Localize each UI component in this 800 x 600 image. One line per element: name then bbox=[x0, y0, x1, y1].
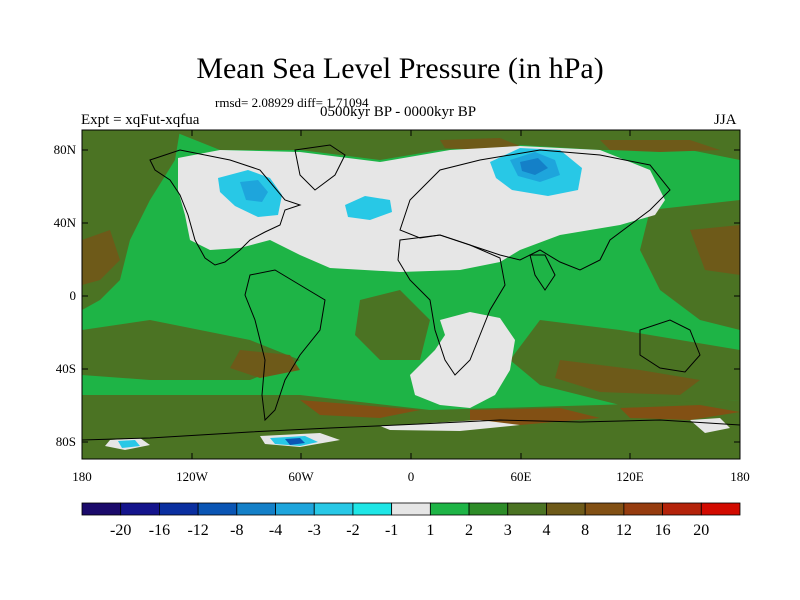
coast-australia bbox=[639, 319, 701, 373]
field-grey-south-africa bbox=[410, 312, 515, 408]
coast-africa bbox=[397, 234, 506, 376]
coast-antarctica bbox=[82, 419, 740, 441]
colorbar-swatch bbox=[700, 502, 741, 516]
field-cyan-north-atlantic bbox=[345, 196, 392, 220]
colorbar-swatch bbox=[275, 502, 315, 516]
colorbar bbox=[81, 502, 741, 516]
colorbar-label: -12 bbox=[187, 522, 208, 539]
coastlines bbox=[82, 144, 740, 441]
field-brown-indian bbox=[555, 360, 700, 395]
field-brown-north-east bbox=[600, 140, 720, 152]
field-grey-antarctic-4 bbox=[690, 418, 730, 433]
map-field bbox=[82, 130, 740, 459]
field-grey-antarctic-3 bbox=[380, 420, 520, 431]
colorbar-label: 8 bbox=[581, 522, 589, 539]
x-tick-label: 120W bbox=[176, 469, 209, 484]
colorbar-swatch bbox=[313, 502, 354, 516]
y-axis: 80N 40N 0 40S 80S bbox=[54, 142, 77, 449]
x-axis: 180 120W 60W 0 60E 120E 180 bbox=[72, 469, 750, 484]
colorbar-swatch bbox=[429, 502, 470, 516]
y-tick-label: 80S bbox=[56, 434, 76, 449]
axis-ticks bbox=[81, 130, 741, 459]
period-label: 0500kyr BP - 0000kyr BP bbox=[320, 104, 477, 120]
colorbar-label: -4 bbox=[269, 522, 282, 539]
experiment-label: Expt = xqFut-xqfua bbox=[81, 112, 200, 128]
coast-south-america bbox=[244, 269, 326, 422]
field-olive-south-atlantic bbox=[355, 290, 430, 360]
coast-india bbox=[529, 254, 556, 291]
colorbar-swatch bbox=[120, 502, 160, 516]
field-brown-southern-2 bbox=[470, 408, 600, 425]
colorbar-label: -8 bbox=[230, 522, 243, 539]
colorbar-label: 20 bbox=[693, 522, 709, 539]
coast-north-america bbox=[149, 149, 302, 266]
y-tick-label: 40N bbox=[54, 215, 77, 230]
field-blue-antarctic bbox=[285, 438, 305, 445]
field-brown-southern-3 bbox=[620, 405, 740, 420]
stats-line: rmsd= 2.08929 diff= 1.71094 bbox=[215, 95, 369, 110]
colorbar-label: -16 bbox=[149, 522, 170, 539]
field-blue-siberia-core bbox=[520, 158, 548, 175]
y-tick-label: 40S bbox=[56, 361, 76, 376]
colorbar-swatch bbox=[507, 502, 547, 516]
colorbar-label: -20 bbox=[110, 522, 131, 539]
colorbar-swatch bbox=[468, 502, 509, 516]
colorbar-label: -3 bbox=[308, 522, 321, 539]
colorbar-label: 1 bbox=[426, 522, 434, 539]
coast-greenland bbox=[294, 144, 346, 191]
colorbar-labels: -20 -16 -12 -8 -4 -3 -2 -1 1 2 3 4 8 12 16 20 bbox=[110, 522, 709, 539]
colorbar-swatch bbox=[81, 502, 122, 516]
colorbar-label: 4 bbox=[542, 522, 550, 539]
field-cyan-antarctic-1 bbox=[118, 440, 140, 448]
colorbar-swatch bbox=[236, 502, 276, 516]
field-brown-southern-1 bbox=[300, 400, 420, 418]
x-tick-label: 0 bbox=[408, 469, 415, 484]
colorbar-label: -1 bbox=[385, 522, 398, 539]
colorbar-swatch bbox=[352, 502, 393, 516]
colorbar-label: 12 bbox=[616, 522, 632, 539]
colorbar-label: 3 bbox=[504, 522, 512, 539]
colorbar-swatch bbox=[159, 502, 199, 516]
y-tick-label: 0 bbox=[70, 288, 77, 303]
x-tick-label: 60W bbox=[288, 469, 314, 484]
colorbar-label: 2 bbox=[465, 522, 473, 539]
x-tick-label: 180 bbox=[730, 469, 750, 484]
colorbar-swatch bbox=[623, 502, 663, 516]
x-tick-label: 120E bbox=[616, 469, 644, 484]
field-brown-north bbox=[440, 138, 520, 150]
colorbar-swatch bbox=[546, 502, 586, 516]
colorbar-label: -2 bbox=[346, 522, 359, 539]
coast-europe-asia bbox=[399, 149, 671, 271]
colorbar-label: 16 bbox=[655, 522, 671, 539]
colorbar-swatch bbox=[584, 502, 625, 516]
colorbar-swatch bbox=[662, 502, 702, 516]
colorbar-swatch bbox=[391, 502, 431, 516]
y-tick-label: 80N bbox=[54, 142, 77, 157]
field-brown-east-pacific bbox=[690, 225, 740, 275]
x-tick-label: 180 bbox=[72, 469, 92, 484]
field-blue-canada bbox=[240, 180, 268, 202]
x-tick-label: 60E bbox=[511, 469, 532, 484]
colorbar-swatch bbox=[197, 502, 238, 516]
field-brown-pacific bbox=[82, 230, 120, 285]
season-label: JJA bbox=[714, 112, 737, 128]
plot-title: Mean Sea Level Pressure (in hPa) bbox=[196, 52, 604, 85]
